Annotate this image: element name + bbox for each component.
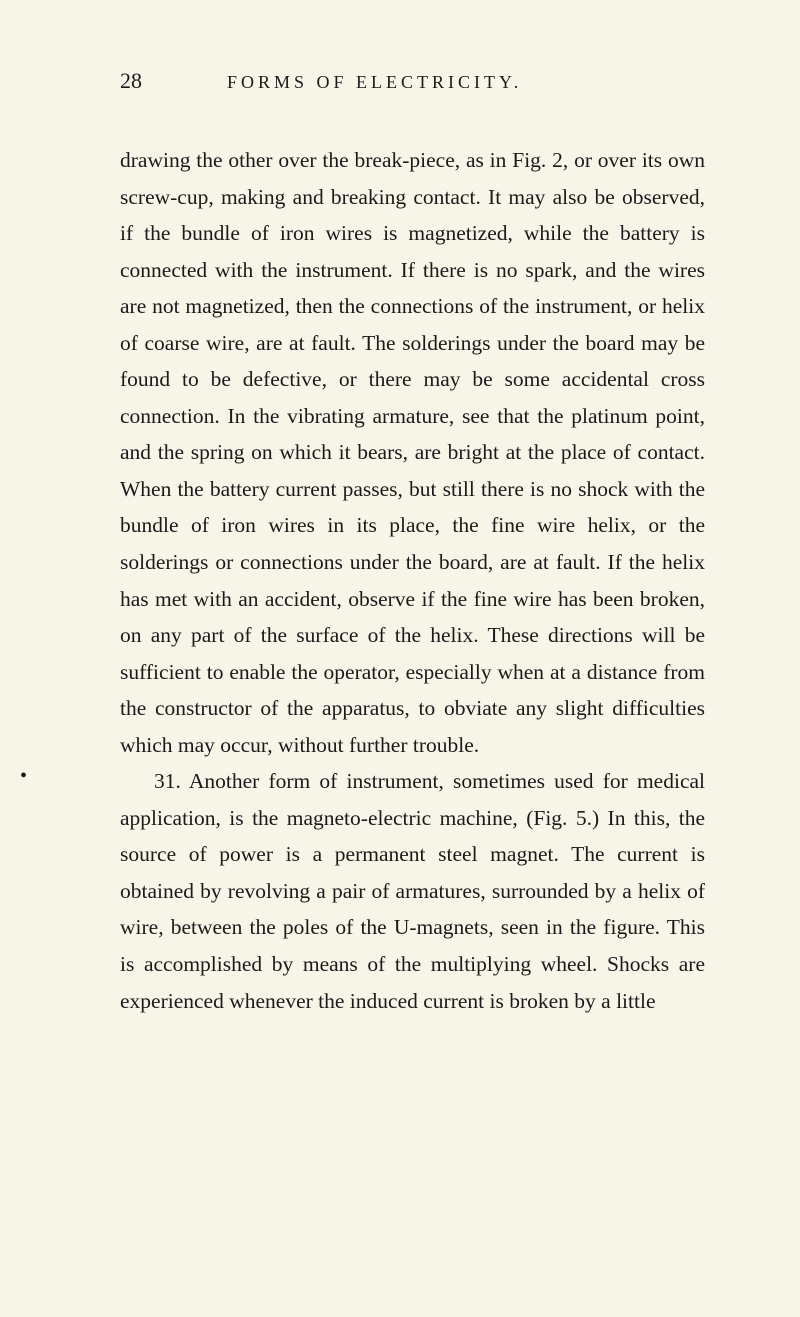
paragraph-1: drawing the other over the break-piece, …	[120, 142, 705, 763]
page-header: 28 FORMS OF ELECTRICITY.	[120, 68, 705, 94]
paragraph-2: 31. Another form of instrument, sometime…	[120, 763, 705, 1019]
margin-mark: •	[20, 765, 27, 788]
page-number: 28	[120, 68, 142, 94]
running-title: FORMS OF ELECTRICITY.	[227, 72, 522, 93]
body-text: drawing the other over the break-piece, …	[120, 142, 705, 1019]
